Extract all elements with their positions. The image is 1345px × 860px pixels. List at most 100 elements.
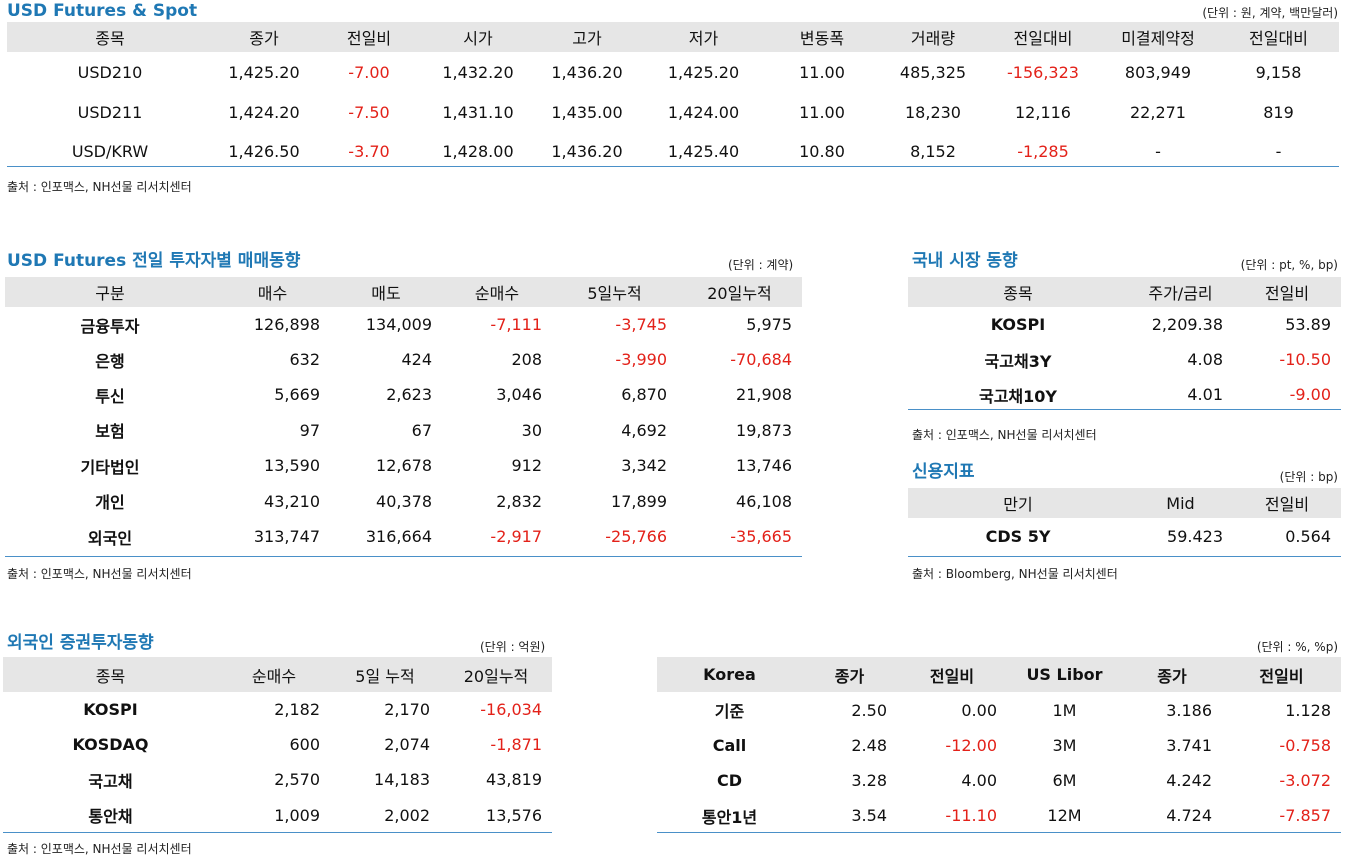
table-row: Call 2.48 -12.00 3M 3.741 -0.758 <box>657 728 1341 763</box>
table-header-row: 종목 주가/금리 전일비 <box>908 277 1341 307</box>
table-cell: 11.00 <box>799 62 845 82</box>
table-cell: 803,949 <box>1124 62 1192 82</box>
table-row: 통안1년 3.54 -11.10 12M 4.724 -7.857 <box>657 798 1341 833</box>
credit-body: CDS 5Y 59.423 0.564 <box>908 518 1341 554</box>
column-header: US Libor <box>1026 665 1103 684</box>
table-row: KOSPI 2,209.38 53.89 <box>908 307 1341 342</box>
table-cell: 22,271 <box>1130 102 1186 122</box>
table-cell: 2.50 <box>851 700 887 720</box>
divider <box>7 166 1339 167</box>
table-cell: -1,871 <box>490 735 542 754</box>
table-cell: -0.758 <box>1279 736 1331 755</box>
table-cell: 6M <box>1052 771 1077 790</box>
domestic-market-body: KOSPI 2,209.38 53.89 국고채3Y 4.08 -10.50 국고채10Y 4… <box>908 307 1341 412</box>
row-label: 은행 <box>95 351 125 371</box>
table-cell: 2,623 <box>386 385 432 404</box>
table-cell: 2,002 <box>384 805 430 825</box>
table-row: USD/KRW 1,426.50 -3.70 1,428.00 1,436.20 1,42… <box>7 132 1339 170</box>
table-cell: 10.80 <box>799 141 845 161</box>
table-header-row: 종목 종가 전일비 시가 고가 저가 변동폭 거래량 전일대비 미결제약정 전일대비 <box>7 22 1339 52</box>
row-label: USD210 <box>77 62 143 82</box>
table-cell: 2,170 <box>384 700 430 719</box>
divider <box>908 556 1341 557</box>
row-label: 외국인 <box>87 528 133 548</box>
table-cell: 4.242 <box>1166 771 1212 790</box>
table-cell: 21,908 <box>736 385 792 404</box>
column-header: 5일 누적 <box>355 666 415 686</box>
table-cell: 5,669 <box>274 385 320 404</box>
row-label: 국고채3Y <box>984 351 1052 371</box>
credit-table: 만기 Mid 전일비 CDS 5Y 59.423 0.564 <box>908 488 1341 554</box>
row-label: 통안1년 <box>701 807 758 827</box>
row-label: 기준 <box>714 702 745 721</box>
table-cell: -3.072 <box>1279 771 1331 790</box>
table-row: CD 3.28 4.00 6M 4.242 -3.072 <box>657 763 1341 798</box>
table-cell: 4,692 <box>621 420 667 440</box>
column-header: 거래량 <box>910 29 956 48</box>
table-cell: 2,209.38 <box>1151 315 1223 334</box>
table-cell: 485,325 <box>899 62 967 82</box>
table-cell: 313,747 <box>253 527 320 546</box>
row-label: CDS 5Y <box>985 526 1051 546</box>
futures-spot-source: 출처 : 인포맥스, NH선물 리서치센터 <box>7 180 192 194</box>
table-cell: 2,832 <box>496 491 542 511</box>
column-header: 매도 <box>371 284 401 303</box>
table-cell: 1,435.00 <box>551 102 623 122</box>
row-label: 국고채10Y <box>978 386 1057 406</box>
table-row: USD210 1,425.20 -7.00 1,432.20 1,436.20 1,425… <box>7 52 1339 92</box>
table-cell: 97 <box>299 420 320 440</box>
domestic-market-source: 출처 : 인포맥스, NH선물 리서치센터 <box>912 428 1097 442</box>
table-header-row: Korea 종가 전일비 US Libor 종가 전일비 <box>657 657 1341 692</box>
divider <box>5 556 802 557</box>
table-cell: 40,378 <box>376 491 432 511</box>
table-cell: 12,116 <box>1015 102 1071 122</box>
table-row: CDS 5Y 59.423 0.564 <box>908 518 1341 554</box>
table-row: USD211 1,424.20 -7.50 1,431.10 1,435.00 1,424… <box>7 92 1339 132</box>
table-cell: 1,009 <box>274 805 320 825</box>
table-row: KOSDAQ 600 2,074 -1,871 <box>3 727 552 762</box>
column-header: 20일누적 <box>463 666 529 686</box>
table-cell: 3.741 <box>1166 736 1212 755</box>
table-cell: 4.724 <box>1166 806 1212 825</box>
divider <box>3 832 552 833</box>
column-header: 5일누적 <box>587 284 642 303</box>
rates-body: 기준 2.50 0.00 1M 3.186 1.128 Call 2.48 -12.00 3M 3.… <box>657 692 1341 833</box>
table-cell: 12M <box>1047 806 1082 825</box>
table-row: KOSPI 2,182 2,170 -16,034 <box>3 692 552 727</box>
table-cell: 3,046 <box>496 385 542 404</box>
table-cell: -3,990 <box>615 350 667 369</box>
table-cell: -2,917 <box>490 527 542 546</box>
table-cell: 912 <box>511 456 542 475</box>
table-cell: 819 <box>1263 102 1294 122</box>
column-header: 변동폭 <box>799 29 845 48</box>
investor-flow-body: 금융투자 126,898 134,009 -7,111 -3,745 5,975 은행 632… <box>5 307 802 554</box>
column-header: Korea <box>703 665 756 684</box>
row-label: USD211 <box>77 102 143 122</box>
table-cell: 13,590 <box>264 456 320 475</box>
column-header: 전일대비 <box>1013 29 1073 48</box>
table-cell: 13,746 <box>736 456 792 475</box>
rates-table: Korea 종가 전일비 US Libor 종가 전일비 기준 2.50 0.00 1M 3.18… <box>657 657 1341 833</box>
table-cell: 2,570 <box>274 770 320 789</box>
table-row: 금융투자 126,898 134,009 -7,111 -3,745 5,975 <box>5 307 802 342</box>
row-label: 금융투자 <box>80 316 140 336</box>
table-cell: 1,436.20 <box>551 62 623 82</box>
domestic-market-unit: (단위 : pt, %, bp) <box>1240 258 1338 272</box>
column-header: 만기 <box>1003 495 1033 514</box>
table-row: 통안채 1,009 2,002 13,576 <box>3 797 552 833</box>
table-row: 기준 2.50 0.00 1M 3.186 1.128 <box>657 692 1341 728</box>
table-cell: 19,873 <box>736 420 792 440</box>
investor-flow-title: USD Futures 전일 투자자별 매매동향 <box>7 251 301 271</box>
investor-flow-unit: (단위 : 계약) <box>728 258 794 272</box>
table-cell: 43,210 <box>264 491 320 511</box>
row-label: 개인 <box>95 493 125 512</box>
table-cell: 134,009 <box>365 315 432 334</box>
column-header: 종가 <box>249 29 279 48</box>
credit-unit: (단위 : bp) <box>1279 470 1338 484</box>
rates-unit: (단위 : %, %p) <box>1256 640 1338 654</box>
table-cell: 59.423 <box>1167 526 1223 546</box>
futures-spot-title: USD Futures & Spot <box>7 1 198 21</box>
column-header: 매수 <box>257 284 288 303</box>
table-cell: -35,665 <box>730 527 792 546</box>
foreign-securities-unit: (단위 : 억원) <box>480 640 546 654</box>
